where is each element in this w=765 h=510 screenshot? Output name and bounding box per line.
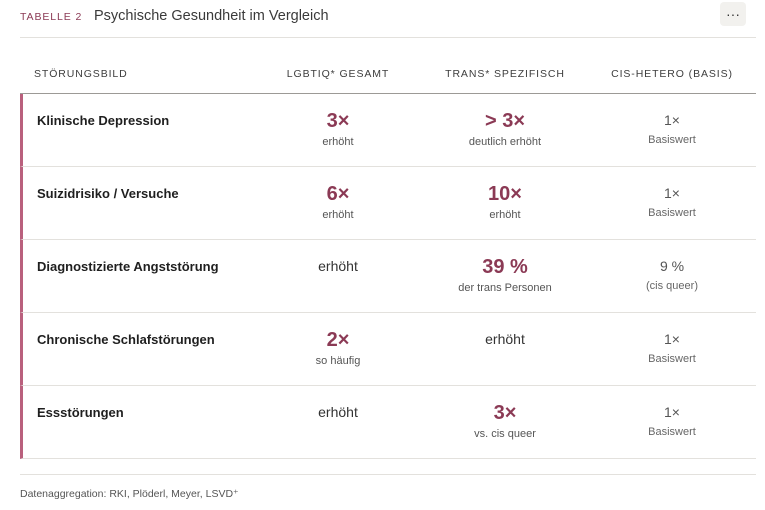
cell-note: (cis queer) bbox=[646, 280, 698, 292]
row-label: Suizidrisiko / Versuche bbox=[37, 186, 179, 201]
cell-value: 2× bbox=[326, 329, 350, 351]
cell-trans: 39 % der trans Personen bbox=[415, 254, 595, 295]
cell-value: 39 % bbox=[482, 256, 528, 278]
cell-value: 3× bbox=[326, 110, 350, 132]
cell-cis: 1× Basiswert bbox=[582, 327, 762, 366]
cell-value: erhöht bbox=[318, 404, 358, 420]
cell-note: der trans Personen bbox=[458, 282, 552, 294]
cell-note: deutlich erhöht bbox=[468, 136, 542, 148]
cell-lgbtiq: erhöht bbox=[248, 254, 428, 276]
more-dots-icon: ··· bbox=[726, 6, 740, 22]
cell-note: erhöht bbox=[322, 209, 354, 221]
table-row: Diagnostizierte Angststörung erhöht 39 %… bbox=[20, 240, 756, 313]
column-header-trans: TRANS* SPEZIFISCH bbox=[445, 68, 565, 80]
cell-note: erhöht bbox=[322, 136, 354, 148]
cell-note: Basiswert bbox=[648, 207, 696, 219]
cell-value: 1× bbox=[664, 404, 680, 420]
table-row: Essstörungen erhöht 3× vs. cis queer 1× … bbox=[20, 386, 756, 459]
table-row: Klinische Depression 3× erhöht > 3× deut… bbox=[20, 94, 756, 167]
cell-note: so häufig bbox=[315, 355, 361, 367]
table-number-tag: TABELLE 2 bbox=[20, 11, 83, 23]
cell-value: 3× bbox=[493, 402, 517, 424]
cell-lgbtiq: erhöht bbox=[248, 400, 428, 422]
cell-value: erhöht bbox=[318, 258, 358, 274]
cell-value: 10× bbox=[488, 183, 522, 205]
cell-lgbtiq: 6× erhöht bbox=[248, 181, 428, 222]
row-label: Diagnostizierte Angststörung bbox=[37, 259, 219, 274]
cell-value: erhöht bbox=[485, 331, 525, 347]
cell-trans: erhöht bbox=[415, 327, 595, 349]
cell-trans: 3× vs. cis queer bbox=[415, 400, 595, 441]
column-header-cis-hetero: CIS-HETERO (BASIS) bbox=[611, 68, 733, 80]
row-label: Klinische Depression bbox=[37, 113, 170, 128]
cell-value: 1× bbox=[664, 331, 680, 347]
cell-note: Basiswert bbox=[648, 134, 696, 146]
column-headers: STÖRUNGSBILD LGBTIQ* GESAMT TRANS* SPEZI… bbox=[20, 58, 756, 94]
cell-cis: 9 % (cis queer) bbox=[582, 254, 762, 293]
column-header-lgbtiq: LGBTIQ* GESAMT bbox=[286, 68, 390, 80]
table-row: Suizidrisiko / Versuche 6× erhöht 10× er… bbox=[20, 167, 756, 240]
cell-value: 6× bbox=[326, 183, 350, 205]
footer-divider bbox=[20, 474, 756, 475]
more-options-button[interactable]: ··· bbox=[720, 2, 746, 26]
row-label: Essstörungen bbox=[37, 405, 124, 420]
cell-lgbtiq: 2× so häufig bbox=[248, 327, 428, 368]
cell-note: erhöht bbox=[489, 209, 521, 221]
cell-cis: 1× Basiswert bbox=[582, 181, 762, 220]
cell-note: Basiswert bbox=[648, 353, 696, 365]
cell-note: vs. cis queer bbox=[474, 428, 536, 440]
column-header-stoerungsbild: STÖRUNGSBILD bbox=[34, 68, 128, 80]
cell-note: Basiswert bbox=[648, 426, 696, 438]
cell-trans: > 3× deutlich erhöht bbox=[415, 108, 595, 149]
cell-value: 1× bbox=[664, 185, 680, 201]
cell-lgbtiq: 3× erhöht bbox=[248, 108, 428, 149]
source-note: Datenaggregation: RKI, Plöderl, Meyer, L… bbox=[20, 488, 239, 500]
row-label: Chronische Schlafstörungen bbox=[37, 332, 215, 347]
table-header: TABELLE 2 Psychische Gesundheit im Vergl… bbox=[20, 0, 756, 38]
cell-cis: 1× Basiswert bbox=[582, 400, 762, 439]
cell-value: > 3× bbox=[484, 110, 526, 132]
cell-cis: 1× Basiswert bbox=[582, 108, 762, 147]
table-row: Chronische Schlafstörungen 2× so häufig … bbox=[20, 313, 756, 386]
cell-value: 1× bbox=[664, 112, 680, 128]
cell-value: 9 % bbox=[659, 258, 685, 274]
cell-trans: 10× erhöht bbox=[415, 181, 595, 222]
table-title: Psychische Gesundheit im Vergleich bbox=[94, 8, 329, 24]
